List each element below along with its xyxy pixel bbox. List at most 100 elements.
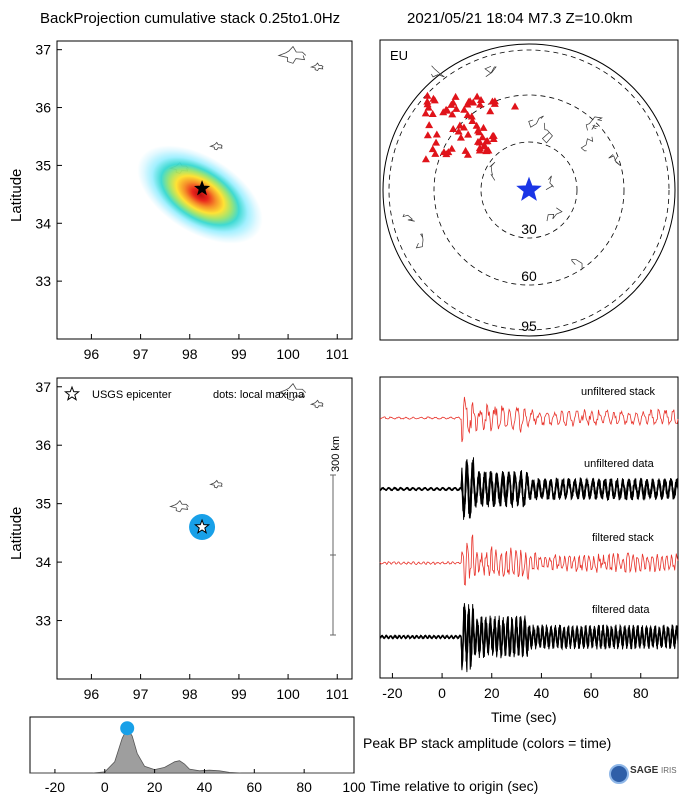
station-triangle — [447, 100, 456, 108]
maxima-map-ylabel: Latitude — [8, 506, 25, 560]
waveform-xtick-label: 60 — [583, 685, 599, 701]
maxima-map-ytick-label: 35 — [35, 496, 51, 512]
station-triangle — [468, 117, 477, 125]
ring-label: 30 — [521, 221, 537, 237]
filtered-stack-trace — [379, 534, 679, 586]
maxima-map-xtick-label: 96 — [84, 686, 100, 702]
maxima-map-xtick-label: 98 — [182, 686, 198, 702]
waveform-xtick-label: -20 — [382, 685, 402, 701]
maxima-map-xtick-label: 100 — [276, 686, 300, 702]
station-triangle — [489, 134, 498, 142]
stack-map-xtick-label: 97 — [133, 346, 149, 362]
waveform-xtick-label: 80 — [633, 685, 649, 701]
maxima-map-frame — [56, 377, 353, 680]
map-horizon-circle — [382, 43, 676, 337]
stack-map-lake-outline — [309, 62, 324, 72]
station-triangle — [459, 123, 468, 131]
stack-map-ytick-label: 33 — [35, 273, 51, 289]
station-triangle — [484, 146, 493, 154]
trace-label-unfiltered-data: unfiltered data — [584, 458, 654, 470]
station-triangle — [431, 149, 440, 157]
stack-map-frame — [56, 40, 353, 340]
station-triangle — [423, 100, 432, 108]
station-triangle — [449, 124, 458, 132]
station-triangle — [460, 105, 469, 113]
station-triangle — [480, 142, 489, 150]
ring-label: 60 — [521, 268, 537, 284]
legend-dots-label: dots: local maxima — [213, 389, 305, 401]
maxima-map-lake-outline — [209, 479, 223, 489]
station-triangle — [478, 133, 487, 141]
station-triangle — [455, 121, 464, 129]
stack-map-ylabel: Latitude — [8, 168, 25, 222]
station-triangle — [423, 131, 432, 139]
station-triangle — [439, 148, 448, 156]
stack-heatmap — [137, 145, 263, 244]
amplitude-area — [30, 727, 354, 774]
station-triangle — [472, 121, 481, 129]
legend-star-icon — [63, 385, 81, 401]
peak-amplitude-title: Peak BP stack amplitude (colors = time) — [363, 735, 612, 751]
maxima-map-ytick-label: 36 — [35, 437, 51, 453]
stack-map-ytick-label: 36 — [35, 100, 51, 116]
stack-map-lake-outline — [209, 141, 223, 151]
stack-map-xtick-label: 100 — [276, 346, 300, 362]
station-triangle — [476, 100, 485, 108]
event-info: 2021/05/21 18:04 M7.3 Z=10.0km — [407, 10, 633, 27]
station-triangle — [463, 150, 472, 158]
stack-map-xtick-label: 99 — [231, 346, 247, 362]
station-triangle — [467, 112, 476, 120]
station-triangle — [421, 155, 430, 163]
stack-map-xtick-label: 96 — [84, 346, 100, 362]
station-triangle — [425, 121, 434, 129]
trace-label-unfiltered-stack: unfiltered stack — [581, 386, 655, 398]
station-triangle — [452, 104, 461, 112]
station-triangle — [439, 108, 448, 116]
filtered-data-trace — [379, 608, 679, 668]
station-triangle — [451, 92, 460, 100]
distance-ring — [480, 141, 578, 239]
maxima-map-xtick-label: 101 — [326, 686, 350, 702]
epicenter-star — [516, 176, 542, 201]
legend-star-label: USGS epicenter — [92, 389, 172, 401]
logo-icon — [609, 764, 629, 784]
maxima-map-xtick-label: 99 — [231, 686, 247, 702]
maxima-map-lake-outline — [169, 499, 189, 513]
epicenter-star — [194, 180, 211, 196]
maxima-map-ytick-label: 33 — [35, 613, 51, 629]
station-triangle — [432, 130, 441, 138]
station-triangle — [428, 110, 437, 118]
stack-map-xtick-label: 98 — [182, 346, 198, 362]
station-triangle — [490, 99, 499, 107]
distance-ring — [433, 94, 625, 286]
chart-title: BackProjection cumulative stack 0.25to1.… — [40, 10, 341, 27]
station-triangle — [447, 144, 456, 152]
amplitude-xtick-label: 80 — [296, 779, 312, 795]
waveform-frame — [379, 376, 679, 679]
station-map-frame — [379, 39, 679, 341]
amplitude-xtick-label: -20 — [45, 779, 65, 795]
coastline — [402, 65, 621, 271]
amplitude-xtick-label: 100 — [342, 779, 366, 795]
waveform-xtick-label: 20 — [484, 685, 500, 701]
station-triangle — [483, 137, 492, 145]
station-triangle — [475, 138, 484, 146]
distance-ring — [388, 49, 670, 331]
maxima-map-xtick-label: 97 — [133, 686, 149, 702]
logo-subtext: IRIS — [661, 766, 677, 775]
amplitude-xtick-label: 40 — [197, 779, 213, 795]
station-triangle — [423, 91, 432, 99]
station-map-label: EU — [390, 48, 409, 63]
station-triangle — [421, 109, 430, 117]
maxima-map-lake-outline — [309, 399, 324, 409]
station-triangle — [456, 133, 465, 141]
station-triangle — [475, 144, 484, 152]
maxima-map-lake-outline — [277, 383, 307, 401]
epicenter-star — [194, 518, 211, 534]
station-triangle — [428, 145, 437, 153]
peak-amplitude-frame — [29, 716, 355, 774]
amplitude-xtick-label: 0 — [101, 779, 109, 795]
peak-amplitude-xlabel: Time relative to origin (sec) — [370, 778, 539, 794]
